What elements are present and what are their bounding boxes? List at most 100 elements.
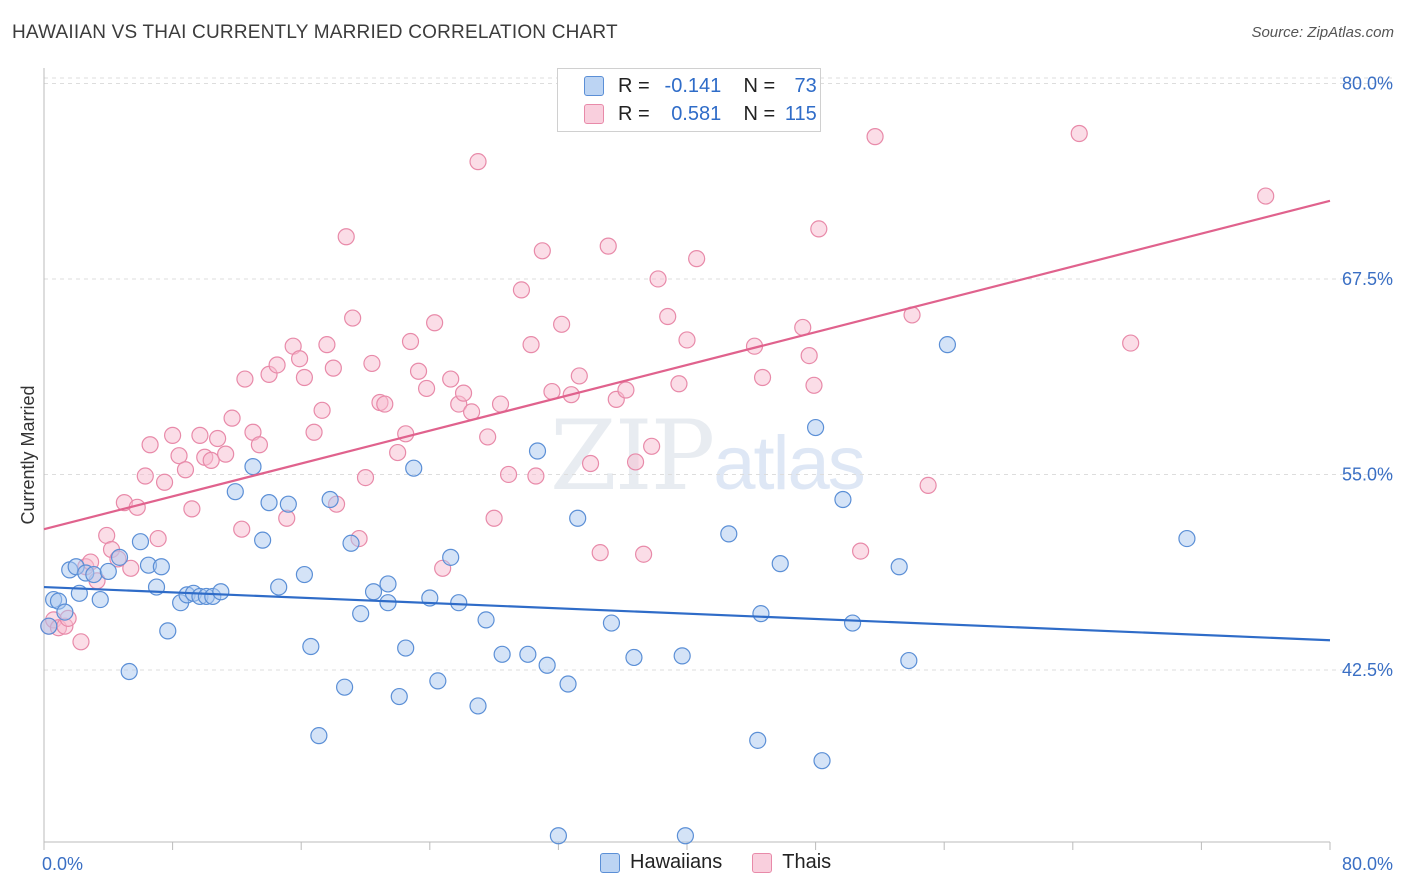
hawaiians-point [900, 651, 918, 670]
hawaiians-point [720, 525, 738, 543]
thais-point [295, 368, 314, 387]
thais-point [678, 331, 696, 349]
thais-point [401, 332, 420, 351]
thais-swatch [584, 104, 604, 124]
thais-point [1070, 124, 1088, 143]
thais-point [209, 429, 227, 448]
hawaiians-point [260, 494, 278, 512]
hawaiians-point [1178, 529, 1196, 548]
thais-point [1122, 334, 1140, 352]
thais-point [670, 375, 688, 393]
thais-point [469, 153, 487, 171]
hawaiians-point [429, 672, 447, 690]
legend-row-hawaiians: R = -0.141 N = 73 [558, 73, 817, 99]
hawaiians-point [477, 611, 495, 629]
hawaiians-swatch [600, 852, 620, 873]
hawaiians-point [469, 697, 487, 715]
hawaiians-point [549, 827, 568, 845]
thais-point [324, 359, 342, 377]
legend-n-value: 73 [794, 74, 817, 97]
thais-point [442, 370, 460, 388]
thais-trend-line [43, 199, 1331, 531]
thais-point [191, 426, 209, 444]
hawaiians-point [569, 509, 587, 527]
thais-point [634, 545, 653, 563]
hawaiians-point [352, 605, 370, 623]
legend-label-hawaiians: Hawaiians [630, 851, 723, 873]
legend-n-label: N = [743, 74, 776, 97]
hawaiians-point [212, 583, 230, 601]
legend-r-label: R = [618, 102, 650, 125]
hawaiians-point [99, 562, 117, 581]
hawaiians-point [56, 603, 74, 621]
hawaiians-point [279, 495, 297, 513]
watermark: ZIPatlas [550, 400, 866, 512]
hawaiians-swatch [584, 76, 604, 96]
hawaiians-point [244, 458, 262, 476]
thais-point [810, 220, 828, 238]
hawaiians-point [538, 656, 556, 674]
thais-point [581, 454, 600, 473]
thais-point [919, 476, 937, 495]
thais-point [527, 467, 545, 485]
y-tick-label: 55.0% [1342, 464, 1393, 484]
hawaiians-point [91, 590, 109, 609]
thais-swatch [752, 852, 773, 873]
thais-point [591, 544, 609, 562]
thais-point [753, 368, 772, 387]
thais-point [805, 376, 823, 394]
thais-point [223, 409, 241, 427]
hawaiians-point [110, 548, 129, 566]
thais-point [485, 509, 503, 527]
thais-point [389, 443, 407, 462]
thais-point [617, 381, 635, 399]
thais-point [852, 542, 870, 560]
thais-point [376, 395, 394, 413]
hawaiians-point [310, 727, 328, 745]
hawaiians-point [270, 578, 288, 596]
thais-point [397, 425, 415, 443]
hawaiians-point [390, 687, 408, 706]
thais-point [250, 436, 269, 454]
thais-point [290, 350, 309, 368]
thais-point [533, 242, 551, 260]
thais-point [176, 461, 195, 479]
chart-source: Source: ZipAtlas.com [1251, 24, 1394, 41]
hawaiians-point [890, 558, 908, 576]
thais-point [136, 467, 154, 485]
thais-point [278, 509, 296, 527]
hawaiians-point [159, 622, 177, 640]
hawaiians-point [397, 639, 415, 657]
x-tick-label: 80.0% [1342, 854, 1393, 874]
thais-point [659, 307, 677, 326]
thais-point [183, 500, 201, 518]
hawaiians-point [806, 418, 825, 437]
thais-point [318, 336, 336, 354]
legend-r-label: R = [618, 74, 650, 97]
hawaiians-point [752, 605, 770, 623]
thais-point [1257, 187, 1275, 205]
y-axis-label: Currently Married [18, 385, 38, 524]
thais-point [491, 395, 510, 413]
hawaiians-point [843, 614, 862, 632]
thais-point [337, 228, 355, 246]
thais-point [170, 447, 188, 465]
x-tick-label: 0.0% [42, 854, 83, 874]
thais-point [570, 367, 588, 385]
hawaiians-point [152, 558, 170, 576]
thais-point [512, 281, 531, 299]
hawaiians-point [834, 490, 852, 509]
hawaiians-point [493, 645, 511, 663]
thais-point [122, 559, 140, 577]
thais-point [356, 468, 375, 487]
thais-point [866, 128, 884, 146]
hawaiians-point [120, 662, 138, 681]
chart-title: HAWAIIAN VS THAI CURRENTLY MARRIED CORRE… [12, 22, 618, 43]
thais-point [800, 346, 818, 365]
thais-point [164, 426, 182, 444]
hawaiians-point [302, 637, 320, 656]
y-tick-label: 80.0% [1342, 73, 1393, 93]
thais-point [626, 453, 645, 471]
hawaiians-point [85, 565, 103, 584]
thais-point [599, 237, 617, 255]
